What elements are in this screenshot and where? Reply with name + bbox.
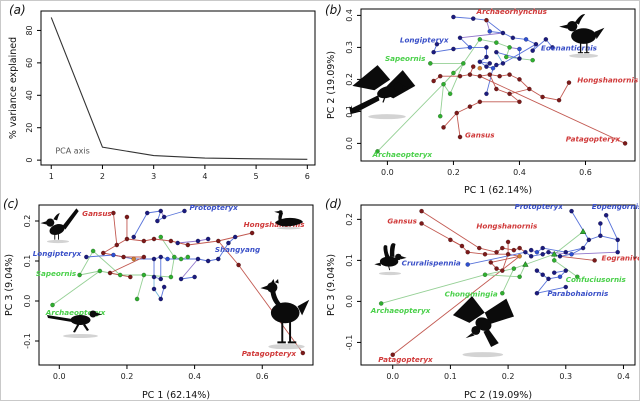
svg-text:0.4: 0.4 — [188, 372, 201, 381]
loon-silhouette-icon — [267, 207, 307, 231]
svg-text:0.0: 0.0 — [386, 372, 399, 381]
svg-text:Confuciusornis: Confuciusornis — [566, 275, 627, 284]
svg-text:0.0: 0.0 — [381, 168, 394, 177]
panel-b-pc1-pc2-plot: (b) 0.0 0.2 0.4 0.6 0.0 0.1 0.2 0.3 0.4 PC 1 (62.… — [323, 3, 639, 197]
panel-a-letter: (a) — [9, 3, 26, 17]
perching-bird-silhouette-icon — [35, 199, 81, 249]
panel-c-letter: (c) — [3, 197, 19, 211]
svg-text:60: 60 — [25, 58, 34, 68]
svg-text:0.3: 0.3 — [559, 372, 572, 381]
svg-text:Eogranivora: Eogranivora — [602, 253, 640, 262]
waterbird-takeoff-silhouette-icon — [367, 233, 413, 279]
svg-text:PC 3 (9.04%): PC 3 (9.04%) — [326, 254, 337, 316]
svg-text:0.2: 0.2 — [502, 372, 515, 381]
svg-text:Eoenantiornis: Eoenantiornis — [541, 44, 598, 53]
svg-text:0.4: 0.4 — [617, 372, 630, 381]
svg-text:Parabohaiornis: Parabohaiornis — [547, 289, 609, 298]
svg-text:Protopteryx: Protopteryx — [515, 202, 564, 211]
svg-text:Shangyang: Shangyang — [215, 245, 260, 254]
svg-text:0.1: 0.1 — [345, 105, 354, 118]
panel-a-scree-plot: (a) 1 2 3 4 5 6 0 20 40 60 80% variance explained P… — [5, 3, 321, 197]
svg-text:0.0: 0.0 — [23, 295, 32, 308]
svg-text:5: 5 — [254, 172, 259, 181]
svg-text:0.3: 0.3 — [345, 41, 354, 54]
pc2-pc3-plot-canvas: 0.0 0.1 0.2 0.3 0.4 -0.1 0.0 0.1 0.2 PC 2 (19.09%… — [326, 202, 640, 401]
svg-text:0.1: 0.1 — [23, 255, 32, 268]
svg-text:Gansus: Gansus — [387, 216, 417, 225]
svg-text:0.4: 0.4 — [513, 168, 526, 177]
svg-text:PC 2 (19.09%): PC 2 (19.09%) — [326, 51, 337, 119]
svg-text:1: 1 — [49, 172, 54, 181]
panel-d-pc2-pc3-plot: (d) 0.0 0.1 0.2 0.3 0.4 -0.1 0.0 0.1 0.2 PC 2 (19… — [323, 197, 640, 401]
panel-c-pc1-pc3-plot: (c) 0.0 0.2 0.4 0.6 -0.1 0.0 0.1 0.2 PC 1 (62.14… — [1, 197, 321, 401]
svg-text:40: 40 — [25, 90, 34, 100]
svg-text:3: 3 — [151, 172, 156, 181]
svg-text:0.0: 0.0 — [345, 137, 354, 150]
lapwing-silhouette-icon — [555, 7, 607, 63]
svg-text:Gansus: Gansus — [82, 209, 112, 218]
svg-text:Cruralispennia: Cruralispennia — [402, 258, 461, 267]
svg-text:PC 1 (62.14%): PC 1 (62.14%) — [142, 390, 210, 401]
svg-text:Patagopteryx: Patagopteryx — [566, 134, 621, 143]
svg-text:PC 3 (9.04%): PC 3 (9.04%) — [4, 254, 15, 316]
svg-text:Sapeornis: Sapeornis — [385, 54, 426, 63]
flightless-bird-silhouette-icon — [247, 279, 313, 357]
svg-text:0.2: 0.2 — [121, 372, 134, 381]
svg-text:80: 80 — [25, 25, 34, 35]
svg-text:PC 1 (62.14%): PC 1 (62.14%) — [464, 185, 532, 196]
svg-text:0.2: 0.2 — [23, 215, 32, 228]
svg-text:Eopengornis: Eopengornis — [592, 202, 640, 211]
panel-b-letter: (b) — [325, 3, 342, 17]
svg-text:Archaeopteryx: Archaeopteryx — [45, 308, 106, 317]
svg-text:PC 2 (19.09%): PC 2 (19.09%) — [464, 390, 532, 401]
svg-text:4: 4 — [202, 172, 207, 181]
flying-corvid-silhouette-icon — [447, 291, 525, 361]
svg-text:Patagopteryx: Patagopteryx — [242, 349, 297, 358]
svg-text:0.1: 0.1 — [444, 372, 457, 381]
running-dinosaur-silhouette-icon — [43, 299, 113, 343]
svg-text:-0.1: -0.1 — [23, 333, 32, 349]
svg-text:Hongshanornis: Hongshanornis — [476, 221, 538, 230]
svg-text:2: 2 — [100, 172, 105, 181]
svg-text:Longipteryx: Longipteryx — [400, 36, 449, 45]
pc1-pc3-plot-canvas: 0.0 0.2 0.4 0.6 -0.1 0.0 0.1 0.2 PC 1 (62.14%) PC… — [4, 203, 314, 401]
svg-text:0.6: 0.6 — [579, 168, 592, 177]
svg-text:0.0: 0.0 — [53, 372, 66, 381]
svg-text:6: 6 — [305, 172, 310, 181]
svg-text:0.1: 0.1 — [345, 254, 354, 267]
svg-text:% variance explained: % variance explained — [8, 37, 19, 139]
svg-text:Hongshanornis: Hongshanornis — [577, 76, 639, 85]
svg-text:0.2: 0.2 — [447, 168, 460, 177]
svg-text:-0.1: -0.1 — [345, 335, 354, 351]
svg-text:Chongmingia: Chongmingia — [445, 289, 498, 298]
svg-text:0.2: 0.2 — [345, 213, 354, 226]
svg-text:Archaeopteryx: Archaeopteryx — [372, 150, 433, 159]
svg-text:PCA axis: PCA axis — [55, 147, 89, 156]
svg-text:Protopteryx: Protopteryx — [190, 203, 239, 212]
svg-text:Patagopteryx: Patagopteryx — [378, 355, 433, 364]
svg-text:0.2: 0.2 — [345, 73, 354, 86]
svg-text:Archaeorhynchus: Archaeorhynchus — [476, 7, 548, 16]
svg-text:Archaeopteryx: Archaeopteryx — [370, 306, 431, 315]
svg-text:Longipteryx: Longipteryx — [33, 249, 82, 258]
svg-text:Sapeornis: Sapeornis — [36, 269, 77, 278]
svg-text:Hongshanornis: Hongshanornis — [244, 220, 306, 229]
svg-text:0: 0 — [25, 158, 34, 163]
svg-text:20: 20 — [25, 123, 34, 133]
panel-d-letter: (d) — [325, 197, 342, 211]
microraptor-silhouette-icon — [343, 57, 431, 121]
svg-text:0.4: 0.4 — [345, 9, 354, 22]
svg-text:0.6: 0.6 — [256, 372, 269, 381]
svg-text:0.0: 0.0 — [345, 295, 354, 308]
svg-text:Gansus: Gansus — [465, 131, 495, 140]
